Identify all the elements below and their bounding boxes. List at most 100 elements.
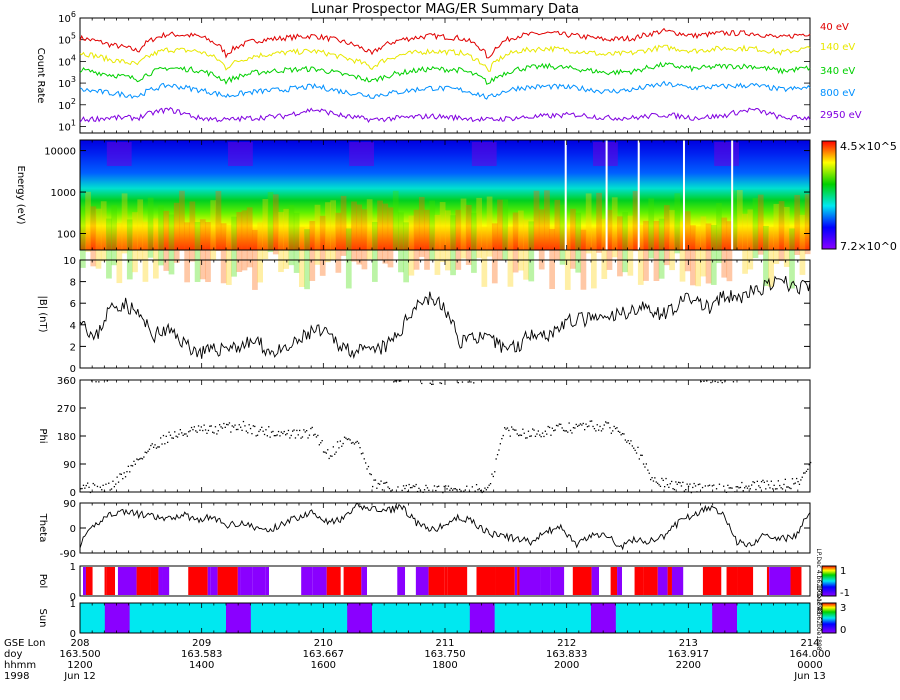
- phi-point: [122, 478, 124, 480]
- data-gap: [564, 140, 567, 250]
- x-tick-label: 163.500: [59, 649, 100, 660]
- phi-point: [370, 473, 372, 476]
- phi-point: [680, 485, 683, 487]
- phi-point: [798, 483, 801, 485]
- phi-point: [621, 433, 624, 435]
- pol-colorbar-max: 1: [840, 566, 846, 577]
- phi-point: [769, 487, 771, 489]
- pol-segment: [622, 567, 635, 595]
- spectrogram-cell: [382, 203, 389, 264]
- phi-point: [665, 477, 667, 480]
- pol-segment: [643, 567, 658, 595]
- pol-segment: [136, 567, 151, 595]
- spectrogram-patch: [228, 142, 253, 166]
- phi-point: [491, 473, 493, 475]
- pol-segment: [726, 567, 738, 595]
- spectrogram-cell: [450, 215, 456, 276]
- phi-point: [106, 380, 108, 382]
- phi-point: [207, 429, 210, 432]
- theta-ylabel: Theta: [37, 513, 48, 543]
- phi-point: [467, 381, 469, 383]
- phi-point: [339, 440, 341, 442]
- spectrogram-cell: [189, 201, 196, 262]
- y-tick-label: 10: [63, 256, 76, 267]
- phi-point: [755, 488, 757, 491]
- phi-point: [609, 427, 611, 429]
- x-tick-label: 208: [70, 638, 89, 649]
- phi-point: [634, 449, 636, 451]
- spectrogram-cell: [778, 201, 785, 262]
- x-tick-label: 214: [800, 638, 819, 649]
- phi-point: [162, 434, 165, 437]
- phi-point: [450, 487, 452, 490]
- phi-point: [624, 439, 626, 441]
- spectrogram-cell: [643, 220, 649, 281]
- spectrogram-cell: [460, 198, 467, 259]
- x-tick-label: 164.000: [789, 649, 830, 660]
- phi-point: [579, 423, 582, 425]
- phi-point: [602, 428, 604, 430]
- phi-point: [525, 437, 527, 439]
- pol-segment: [683, 567, 703, 595]
- phi-point: [216, 433, 218, 435]
- phi-point: [633, 447, 635, 449]
- phi-point: [454, 488, 457, 490]
- phi-point: [317, 434, 319, 437]
- sun-colorbar: [821, 602, 837, 634]
- phi-point: [350, 442, 353, 444]
- series-label: 340 eV: [820, 66, 855, 77]
- pol-segment: [301, 567, 313, 595]
- phi-point: [258, 430, 260, 433]
- spectrogram-cell: [799, 214, 806, 275]
- phi-point: [612, 430, 614, 432]
- spectrogram-cell: [674, 193, 681, 254]
- phi-point: [126, 471, 128, 473]
- pol-segment: [252, 567, 266, 595]
- phi-point: [742, 490, 744, 492]
- phi-point: [175, 435, 177, 437]
- spectrogram-cell: [215, 190, 222, 251]
- phi-point: [481, 491, 483, 494]
- phi-point: [794, 482, 796, 484]
- x-tick-label: 2000: [554, 660, 579, 671]
- phi-point: [572, 427, 575, 429]
- spectrogram-cell: [695, 226, 701, 287]
- phi-point: [342, 442, 344, 445]
- phi-point: [575, 423, 577, 426]
- phi-point: [505, 428, 507, 430]
- phi-point: [533, 429, 535, 431]
- phi-point: [723, 485, 725, 487]
- pol-colorbar: [821, 565, 837, 597]
- phi-point: [770, 480, 772, 482]
- pol-segment: [591, 567, 600, 595]
- phi-point: [116, 476, 118, 478]
- y-tick-label: 360: [57, 376, 76, 387]
- phi-point: [345, 437, 347, 439]
- spectrogram-cell: [142, 221, 149, 282]
- count-rate-series: [79, 80, 811, 100]
- phi-point: [749, 488, 751, 490]
- count-rate-series: [79, 44, 811, 72]
- phi-point: [693, 482, 695, 485]
- phi-point: [362, 452, 364, 454]
- spectrogram-cell: [351, 201, 357, 262]
- spectrogram-cell: [80, 207, 86, 268]
- x-tick-label: 1200: [67, 660, 92, 671]
- spectrogram-cell: [497, 199, 503, 260]
- phi-point: [567, 431, 569, 433]
- spectrogram-cell: [575, 212, 582, 273]
- phi-point: [139, 458, 141, 460]
- phi-point: [148, 448, 151, 450]
- phi-point: [589, 420, 591, 422]
- y-tick-label: 10000: [44, 147, 76, 158]
- pol-segment: [428, 567, 445, 595]
- phi-point: [474, 490, 476, 492]
- phi-point: [701, 486, 704, 489]
- phi-point: [386, 481, 388, 484]
- pol-segment: [117, 567, 137, 595]
- phi-point: [652, 480, 655, 482]
- phi-point: [423, 489, 426, 491]
- phi-point: [746, 487, 749, 489]
- x-tick-label: 209: [192, 638, 211, 649]
- phi-point: [304, 431, 306, 433]
